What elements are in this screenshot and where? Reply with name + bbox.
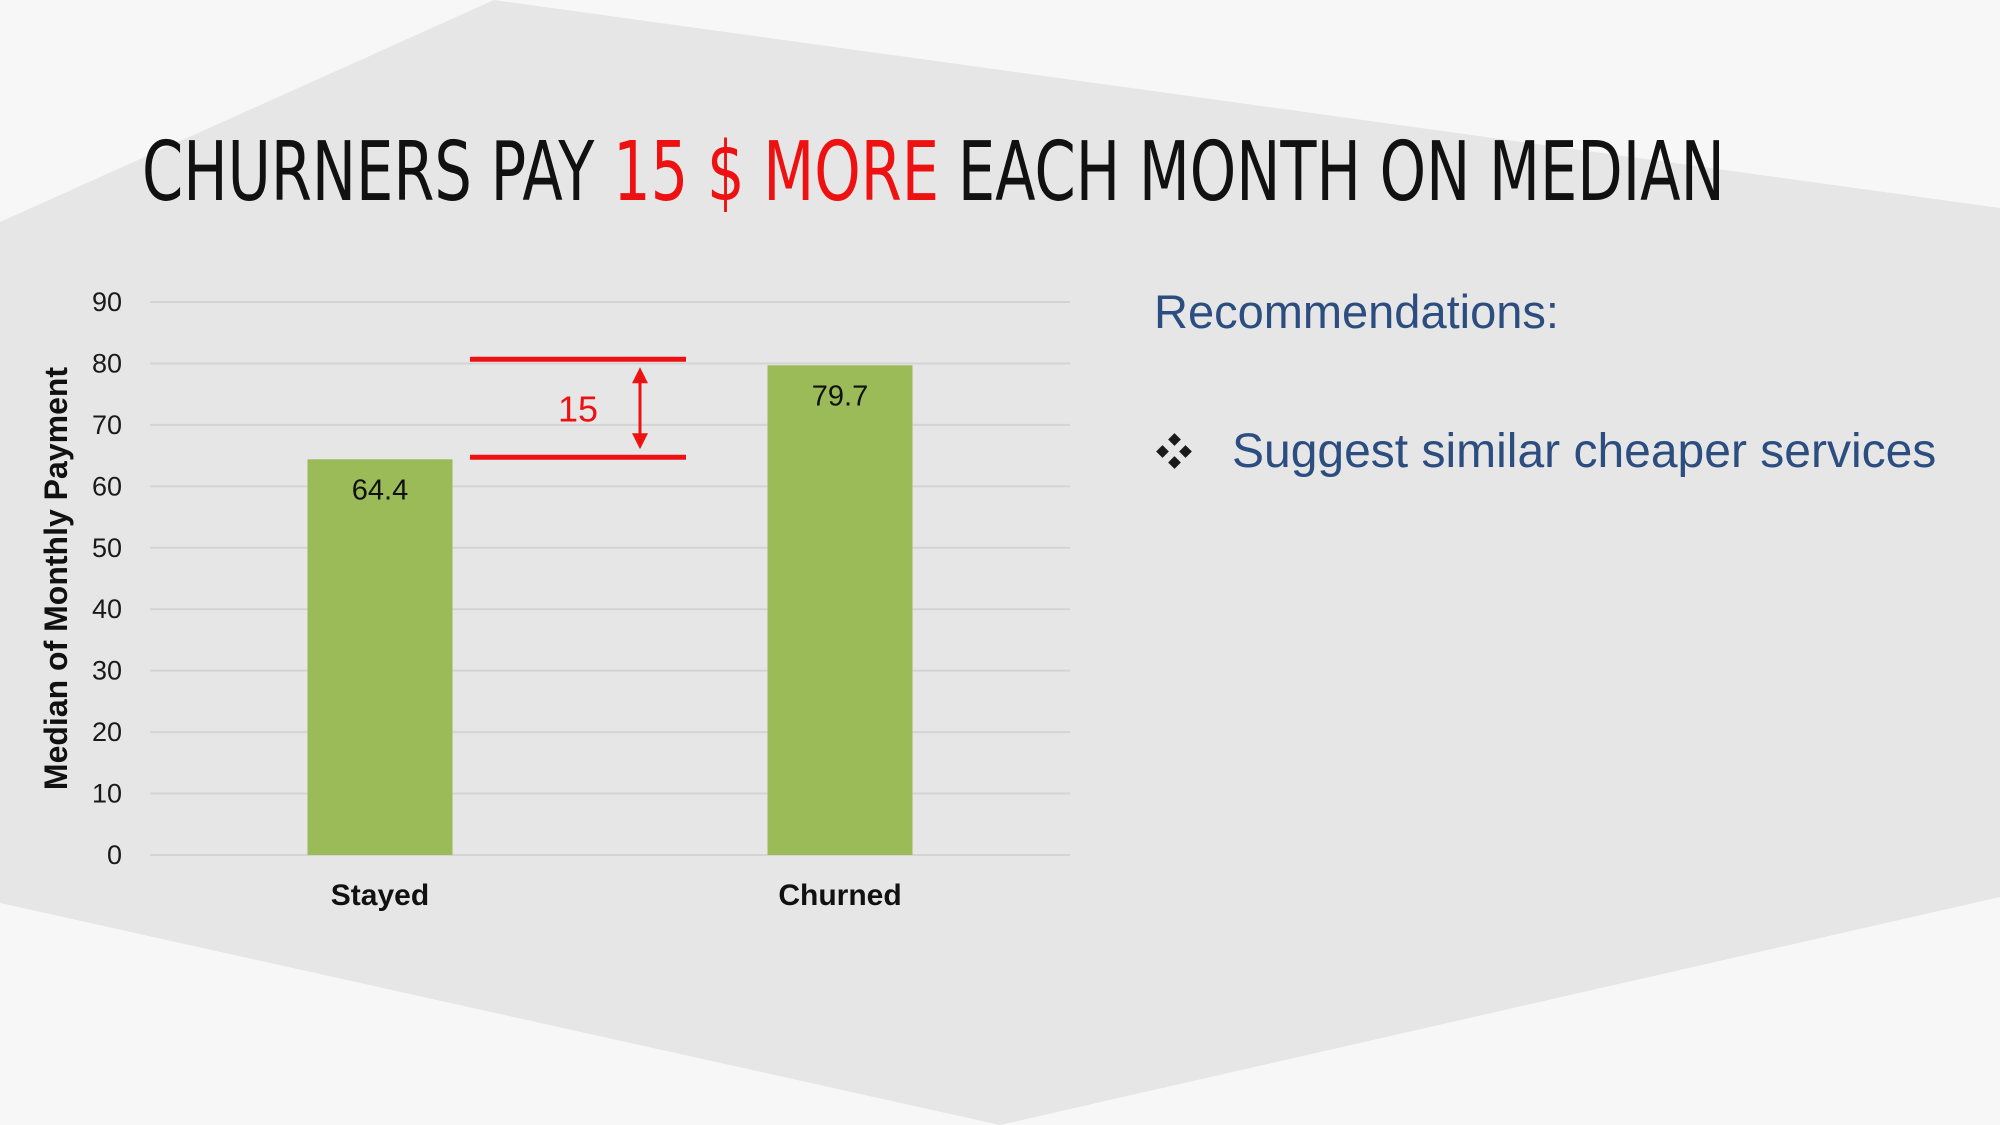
y-tick-label: 40 — [92, 594, 122, 624]
title-suffix: EACH MONTH ON MEDIAN — [957, 125, 1725, 220]
y-tick-label: 20 — [92, 717, 122, 747]
x-tick-label: Churned — [778, 879, 901, 912]
y-tick-label: 70 — [92, 410, 122, 440]
x-tick-label: Stayed — [331, 879, 429, 912]
arrow-up-head — [632, 367, 648, 384]
y-tick-label: 30 — [92, 656, 122, 686]
y-tick-label: 60 — [92, 471, 122, 501]
data-label: 64.4 — [352, 474, 408, 506]
difference-label: 15 — [558, 388, 598, 429]
y-tick-label: 10 — [92, 779, 122, 809]
recommendations-list: Suggest similar cheaper services — [1154, 418, 1936, 484]
arrow-down-head — [632, 433, 648, 450]
recommendations-heading: Recommendations: — [1154, 285, 1559, 338]
y-tick-label: 50 — [92, 533, 122, 563]
title-highlight: 15 $ MORE — [613, 125, 940, 220]
title-prefix: CHURNERS PAY — [142, 125, 595, 220]
y-tick-label: 0 — [107, 840, 122, 870]
y-tick-label: 90 — [92, 287, 122, 317]
y-tick-label: 80 — [92, 348, 122, 378]
slide-title: CHURNERS PAY 15 $ MORE EACH MONTH ON MED… — [142, 118, 1725, 228]
data-label: 79.7 — [812, 380, 868, 412]
y-axis-label: Median of Monthly Payment — [38, 367, 74, 790]
recommendation-item: Suggest similar cheaper services — [1154, 418, 1936, 484]
bar-chart: 0 10 20 30 40 50 60 70 80 90 Median of Monthly Pay… — [38, 287, 1070, 912]
four-diamond-bullet-icon — [1156, 433, 1192, 469]
bar-churned — [767, 365, 913, 855]
recommendation-text: Suggest similar cheaper services — [1232, 424, 1937, 478]
bar-stayed — [307, 459, 453, 855]
